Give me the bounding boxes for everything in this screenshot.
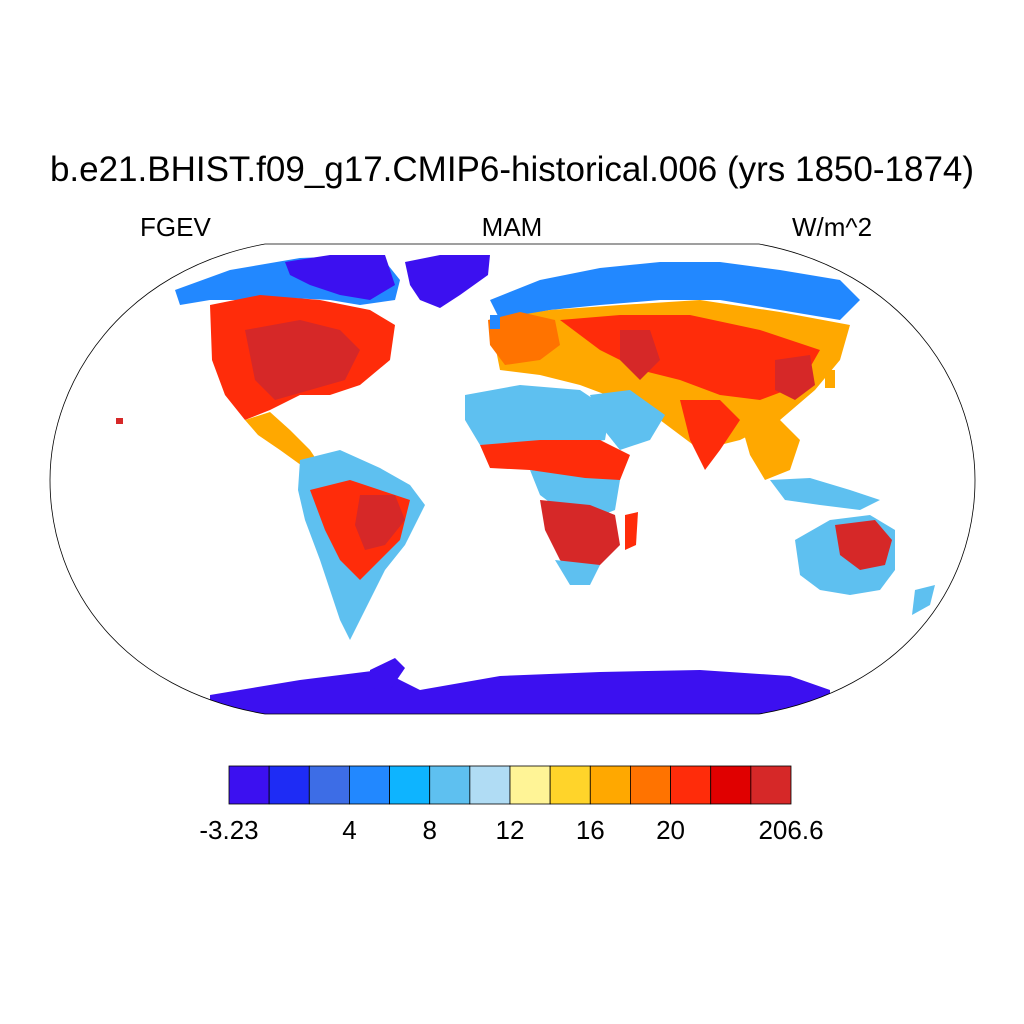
north-america-ice-arctic (285, 255, 395, 300)
colorbar-swatch (469, 765, 511, 805)
central-america (245, 412, 320, 468)
india (680, 400, 740, 470)
africa-south (540, 500, 620, 578)
antarctic-peninsula (370, 658, 405, 690)
colorbar-swatch (429, 765, 471, 805)
colorbar-tick-label: 206.6 (758, 815, 824, 845)
map-land-layer (116, 255, 935, 714)
units-label: W/m^2 (792, 212, 873, 242)
colorbar-tick-label: 16 (575, 815, 605, 845)
east-asia-core (775, 355, 815, 400)
north-america-core (245, 320, 360, 400)
greenland-ice (405, 255, 490, 308)
colorbar-tick-label: 4 (342, 815, 357, 845)
colorbar (228, 765, 792, 805)
africa-tip (555, 560, 600, 585)
colorbar-swatch (349, 765, 390, 805)
southeast-asia (740, 415, 800, 480)
map-outline (49, 243, 976, 715)
indonesia (770, 478, 880, 510)
colorbar-swatch (268, 765, 310, 805)
new-zealand (912, 585, 935, 615)
eurasia-boreal (490, 262, 860, 320)
season-label: MAM (481, 212, 543, 242)
africa-desert (465, 385, 610, 445)
madagascar (625, 512, 638, 550)
colorbar-tick-label: 8 (422, 815, 437, 845)
colorbar-swatch (228, 765, 270, 805)
eurasia-core (620, 330, 660, 380)
japan-island (825, 370, 835, 388)
colorbar-swatch (308, 765, 350, 805)
colorbar-swatch (389, 765, 431, 805)
uk-island (490, 315, 500, 329)
colorbar-tick-label: 20 (656, 815, 686, 845)
colorbar-swatch (549, 765, 591, 805)
colorbar-swatch (630, 765, 671, 805)
europe-west (488, 312, 560, 365)
colorbar-swatch (589, 765, 631, 805)
africa-sahel (480, 440, 630, 480)
antarctica-ice (210, 670, 830, 714)
australia-hot (835, 520, 892, 570)
colorbar-tick-label: -3.23 (199, 815, 259, 845)
colorbar-swatch (710, 765, 752, 805)
plot-title: b.e21.BHIST.f09_g17.CMIP6-historical.006… (49, 150, 975, 189)
colorbar-swatch (750, 765, 792, 805)
colorbar-swatch (670, 765, 712, 805)
colorbar-tick-label: 12 (495, 815, 525, 845)
south-america-core (355, 495, 405, 550)
arabia-desert (590, 390, 665, 450)
colorbar-swatch (509, 765, 551, 805)
hawaii-island (116, 418, 123, 424)
variable-label: FGEV (140, 212, 211, 242)
africa-central (530, 470, 620, 520)
